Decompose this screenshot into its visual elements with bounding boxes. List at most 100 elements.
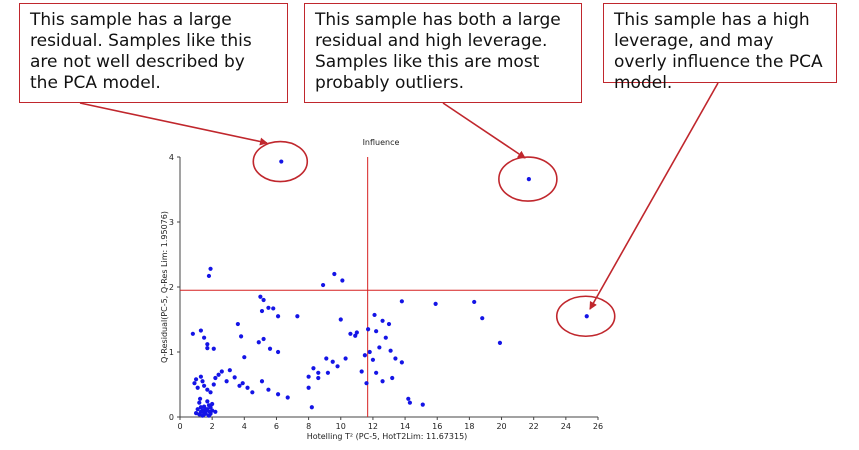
x-tick-label: 12	[368, 422, 378, 431]
data-point	[198, 409, 203, 414]
callout-large-residual-text: This sample has a large residual. Sample…	[30, 10, 252, 93]
x-tick-label: 8	[306, 422, 311, 431]
data-point	[338, 317, 343, 322]
data-point	[205, 342, 210, 347]
data-point	[250, 390, 255, 395]
data-point	[275, 314, 281, 319]
data-point	[420, 402, 425, 407]
data-point	[335, 364, 340, 369]
data-point	[208, 390, 213, 395]
y-tick-label: 4	[169, 153, 174, 162]
chart-title: Influence	[363, 138, 400, 147]
annotation-layer	[79, 82, 719, 338]
data-point	[240, 381, 245, 386]
data-point	[354, 330, 359, 335]
data-point	[362, 353, 367, 358]
x-tick-label: 14	[400, 422, 410, 431]
data-point	[211, 382, 216, 387]
data-point	[261, 336, 266, 342]
data-point	[367, 349, 372, 355]
data-point	[261, 297, 266, 303]
data-point	[370, 357, 376, 362]
data-point	[279, 159, 284, 164]
data-point	[374, 370, 379, 375]
data-point	[235, 321, 240, 327]
data-point	[271, 306, 276, 311]
x-tick-label: 24	[561, 422, 571, 431]
data-point	[377, 345, 382, 350]
callout-high-leverage: This sample has a high leverage, and may…	[603, 3, 837, 93]
data-point	[480, 316, 485, 321]
data-point	[258, 294, 263, 299]
data-point	[259, 379, 265, 384]
data-point	[388, 348, 393, 353]
y-tick-label: 3	[169, 218, 174, 227]
data-point	[325, 370, 331, 375]
x-tick-label: 0	[177, 422, 182, 431]
data-point	[197, 400, 202, 405]
x-tick-label: 2	[210, 422, 215, 431]
data-point	[205, 399, 210, 404]
data-point	[190, 331, 195, 336]
data-point	[383, 335, 388, 340]
x-tick-label: 18	[464, 422, 474, 431]
data-point	[200, 379, 205, 384]
data-point	[216, 372, 221, 377]
callout-high-leverage-text: This sample has a high leverage, and may…	[614, 10, 823, 93]
data-point	[224, 379, 229, 384]
highlight-circle	[252, 140, 309, 183]
data-point	[295, 314, 300, 319]
data-point	[237, 383, 242, 388]
data-point	[348, 331, 353, 336]
data-points	[190, 159, 589, 418]
highlight-circle	[498, 156, 558, 202]
data-point	[399, 299, 404, 304]
x-tick-label: 10	[336, 422, 346, 431]
data-point	[366, 327, 371, 332]
data-point	[205, 346, 210, 351]
data-point	[275, 392, 281, 397]
data-point	[207, 409, 212, 414]
data-point	[330, 359, 335, 364]
data-point	[306, 374, 311, 379]
data-point	[433, 301, 438, 306]
data-point	[364, 381, 369, 386]
data-point	[266, 305, 271, 310]
data-point	[393, 356, 398, 361]
data-point	[256, 340, 261, 345]
data-point	[206, 273, 212, 279]
data-point	[245, 385, 250, 390]
data-point	[192, 381, 197, 386]
data-point	[285, 395, 290, 400]
x-tick-label: 26	[593, 422, 603, 431]
data-point	[259, 308, 265, 314]
data-point	[195, 385, 200, 390]
data-point	[193, 411, 199, 416]
data-point	[208, 405, 213, 410]
data-point	[219, 369, 224, 374]
data-point	[526, 177, 531, 182]
data-point	[198, 328, 203, 333]
data-point	[399, 360, 404, 365]
data-point	[380, 318, 385, 323]
annotation-arrow	[442, 102, 526, 159]
x-tick-label: 20	[496, 422, 506, 431]
data-point	[584, 314, 589, 319]
data-point	[242, 355, 247, 360]
data-point	[267, 346, 273, 351]
annotation-arrow	[79, 102, 268, 146]
data-point	[205, 387, 210, 392]
data-point	[309, 405, 314, 410]
data-point	[306, 385, 311, 390]
y-tick-label: 0	[169, 413, 174, 422]
data-point	[210, 401, 215, 407]
data-point	[390, 375, 395, 381]
data-point	[472, 299, 477, 305]
data-point	[193, 377, 199, 382]
x-tick-label: 6	[274, 422, 279, 431]
data-point	[320, 282, 326, 288]
data-point	[201, 412, 206, 418]
data-point	[238, 334, 244, 339]
